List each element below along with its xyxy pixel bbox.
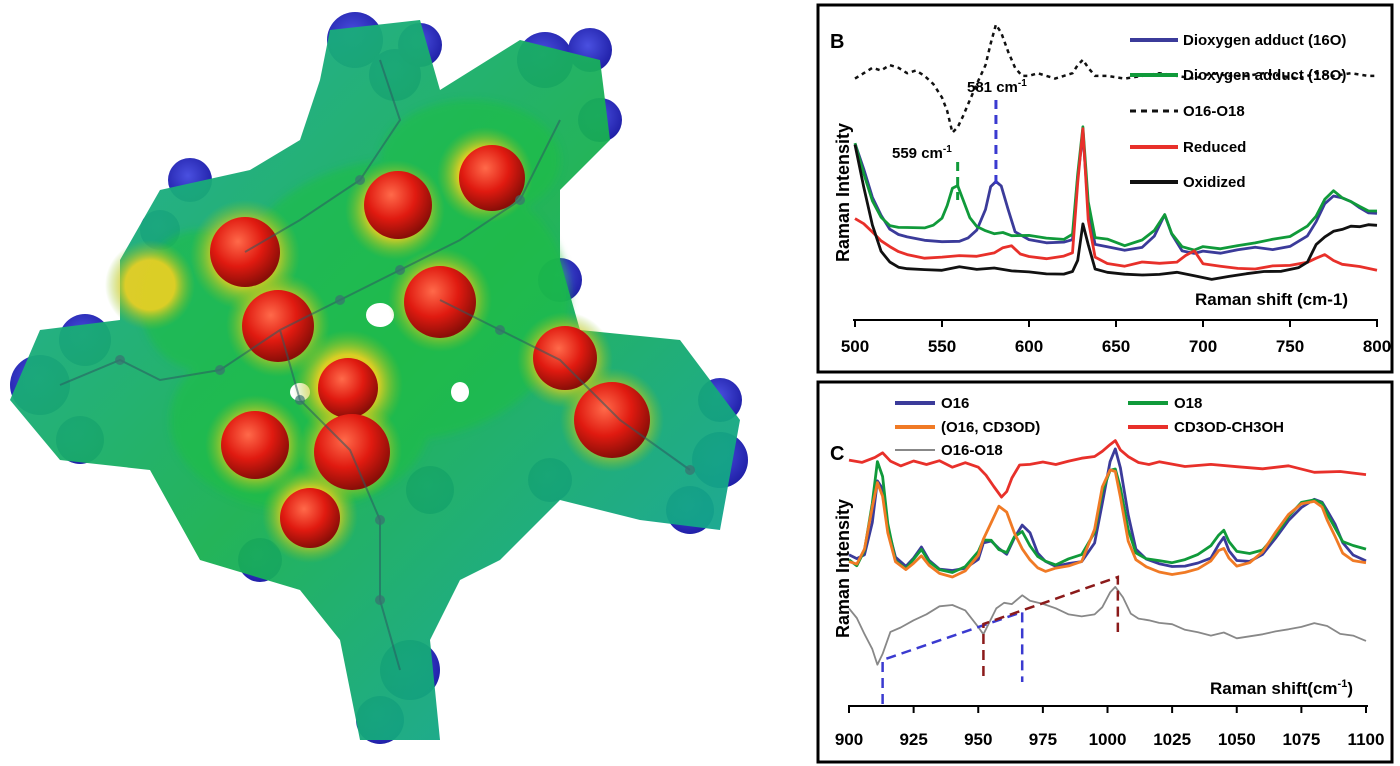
panel-b-letter: B: [830, 31, 844, 53]
molecule-esp-surface-illustration: [10, 12, 748, 744]
panel-c-legend: O16 O18 (O16, CD3OD) CD3OD-CH3OH O16-O18: [895, 395, 1284, 459]
panel-b-legend: Dioxygen adduct (16O) Dioxygen adduct (18…: [1130, 32, 1346, 191]
legend-label-o16: O16: [941, 395, 969, 412]
legend-label-oxidized: Oxidized: [1183, 174, 1246, 191]
legend-label-dioxygen-adduct-16o: Dioxygen adduct (16O): [1183, 32, 1346, 49]
x-tick-label-1050: 1050: [1218, 730, 1256, 749]
series-line-dioxygen-adduct-18o: [853, 125, 1378, 252]
legend-label-o16-o18: O16-O18: [941, 442, 1003, 459]
panel-b-x-ticks: 500 550 600 650 700 750 800: [841, 320, 1391, 356]
legend-label-reduced: Reduced: [1183, 139, 1246, 156]
series-line-o16-cd3od: [848, 468, 1367, 579]
x-tick-label-925: 925: [899, 730, 927, 749]
panel-c-y-label: Raman Intensity: [833, 499, 853, 638]
legend-label-cd3od-ch3oh: CD3OD-CH3OH: [1174, 419, 1284, 436]
x-tick-label-900: 900: [835, 730, 863, 749]
legend-label-dioxygen-adduct-18o: Dioxygen adduct (18O): [1183, 67, 1346, 84]
panel-c-plot-area: [848, 439, 1367, 704]
legend-label-o18: O18: [1174, 395, 1202, 412]
x-tick-label-500: 500: [841, 337, 869, 356]
panel-b-x-label: Raman shift (cm-1): [1195, 290, 1348, 309]
molecule-body: [10, 12, 748, 744]
isotope-shift-connector-darkred: [982, 575, 1120, 676]
x-tick-label-1000: 1000: [1089, 730, 1127, 749]
series-line-reduced: [854, 127, 1378, 272]
x-tick-label-700: 700: [1189, 337, 1217, 356]
series-line-oxidized: [853, 144, 1378, 281]
x-tick-label-750: 750: [1276, 337, 1304, 356]
series-line-cd3od-ch3oh: [848, 439, 1367, 499]
x-tick-label-1100: 1100: [1348, 730, 1385, 749]
panel-c-x-ticks: 900 925 950 975 1000 1025 1050 1075 1100: [835, 706, 1385, 749]
x-tick-label-650: 650: [1102, 337, 1130, 356]
panel-b-y-label: Raman Intensity: [833, 123, 853, 262]
x-tick-label-800: 800: [1363, 337, 1391, 356]
x-tick-label-975: 975: [1029, 730, 1057, 749]
x-tick-label-1075: 1075: [1282, 730, 1320, 749]
x-tick-label-1025: 1025: [1153, 730, 1191, 749]
panel-b-plot-area: [853, 23, 1378, 281]
panel-b-annotations: 581 cm-1 559 cm-1: [892, 78, 1027, 162]
annotation-559: 559 cm-1: [892, 144, 952, 162]
panel-c-frame: [816, 380, 1394, 764]
x-tick-label-550: 550: [928, 337, 956, 356]
panel-b-frame: [816, 3, 1394, 374]
legend-label-o16-o18: O16-O18: [1183, 103, 1245, 120]
legend-label-o16-cd3od: (O16, CD3OD): [941, 419, 1040, 436]
isotope-shift-connector-blue: [881, 610, 1024, 704]
x-tick-label-600: 600: [1015, 337, 1043, 356]
series-line-o16-o18: [848, 586, 1367, 666]
annotation-581: 581 cm-1: [967, 78, 1027, 96]
series-line-o16-o18: [854, 23, 1377, 134]
panel-c-x-label: Raman shift(cm-1): [1210, 678, 1353, 698]
panel-c-letter: C: [830, 443, 844, 465]
x-tick-label-950: 950: [964, 730, 992, 749]
